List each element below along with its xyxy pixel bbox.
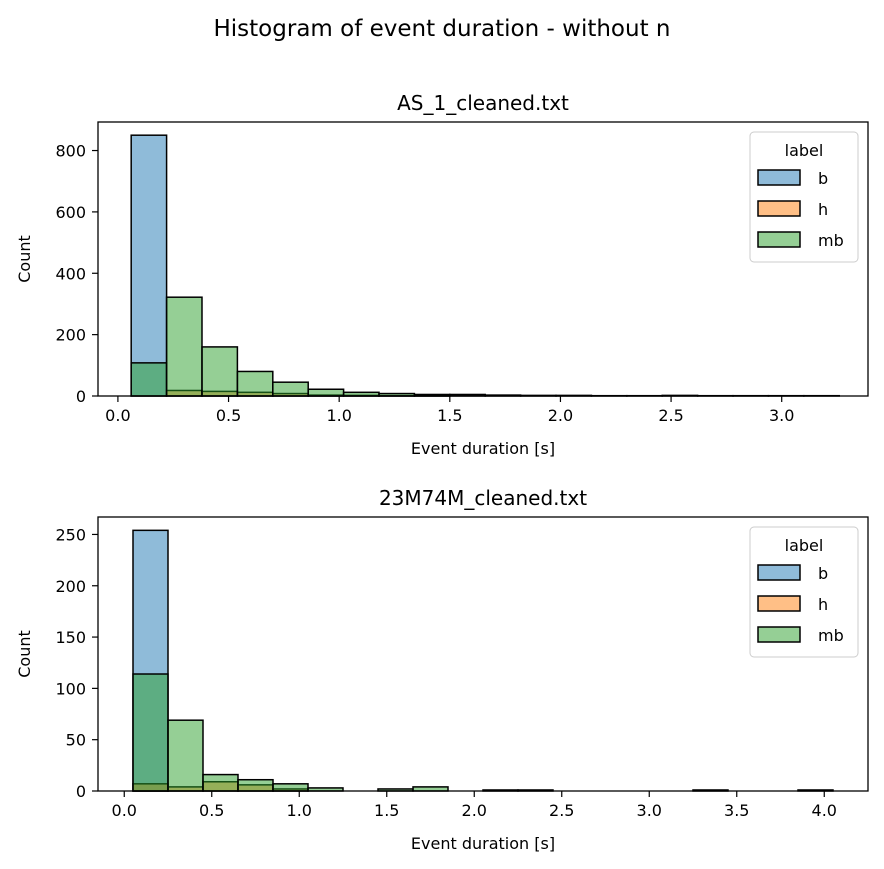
bar-as1-mb-0 <box>130 362 168 397</box>
legend-label-as1-h: h <box>818 200 828 219</box>
bar-23m74m-mb-3 <box>237 778 274 792</box>
xtick-label-23m74m-6: 3.0 <box>637 801 662 820</box>
bar-23m74m-mb-1 <box>167 719 204 792</box>
xtick-label-23m74m-4: 2.0 <box>462 801 487 820</box>
xtick-label-23m74m-1: 0.5 <box>199 801 224 820</box>
xtick-label-as1-3: 1.5 <box>437 406 462 425</box>
figure-suptitle: Histogram of event duration - without n <box>214 16 671 42</box>
bar-23m74m-mb-4 <box>272 783 309 792</box>
subplot-23m74m: 0.0 0.5 1.0 1.5 2.0 2.5 3.0 3.5 4.0 0 50 100 150 200 2… <box>15 486 869 853</box>
xtick-label-as1-6: 3.0 <box>769 406 794 425</box>
xtick-label-as1-5: 2.5 <box>658 406 683 425</box>
ytick-label-as1-0: 0 <box>76 387 86 406</box>
ytick-label-as1-4: 800 <box>55 142 86 161</box>
xtick-label-as1-4: 2.0 <box>548 406 573 425</box>
xtick-label-23m74m-2: 1.0 <box>287 801 312 820</box>
legend-23m74m: label bh mb <box>749 526 859 658</box>
ytick-label-as1-3: 600 <box>55 203 86 222</box>
ytick-label-23m74m-4: 200 <box>55 577 86 596</box>
bar-as1-mb-2 <box>201 346 239 397</box>
legend-swatch-as1-mb <box>757 231 801 248</box>
axes-title-as1: AS_1_cleaned.txt <box>397 91 569 115</box>
bar-23m74m-mb-2 <box>202 773 239 792</box>
ylabel-23m74m: Count <box>15 630 34 678</box>
legend-label-23m74m-h: h <box>818 595 828 614</box>
legend-swatch-23m74m-mb <box>757 626 801 643</box>
legend-swatch-as1-b <box>757 169 801 186</box>
axes-title-23m74m: 23M74M_cleaned.txt <box>379 486 587 510</box>
bar-as1-mb-3 <box>236 370 274 397</box>
xlabel-23m74m: Event duration [s] <box>411 834 555 853</box>
xtick-label-23m74m-5: 2.5 <box>549 801 574 820</box>
ytick-label-as1-1: 200 <box>55 326 86 345</box>
ytick-label-23m74m-3: 150 <box>55 628 86 647</box>
legend-swatch-23m74m-b <box>757 564 801 581</box>
xtick-label-as1-1: 0.5 <box>216 406 241 425</box>
xtick-label-23m74m-7: 3.5 <box>724 801 749 820</box>
legend-box-23m74m <box>749 526 859 658</box>
legend-box-as1 <box>749 131 859 263</box>
axes-frame-23m74m <box>97 516 869 792</box>
xlabel-as1: Event duration [s] <box>411 439 555 458</box>
legend-title-as1: label <box>785 141 824 160</box>
bar-as1-mb-4 <box>272 381 309 397</box>
ytick-label-23m74m-1: 50 <box>66 731 86 750</box>
xtick-label-23m74m-8: 4.0 <box>812 801 837 820</box>
legend-title-23m74m: label <box>785 536 824 555</box>
legend-swatch-23m74m-h <box>757 595 801 612</box>
xtick-label-as1-0: 0.0 <box>105 406 130 425</box>
legend-label-23m74m-b: b <box>818 564 828 583</box>
xtick-label-23m74m-3: 1.5 <box>374 801 399 820</box>
ytick-label-23m74m-0: 0 <box>76 782 86 801</box>
ytick-label-as1-2: 400 <box>55 264 86 283</box>
bar-as1-mb-5 <box>307 388 345 397</box>
axes-frame-as1 <box>97 121 869 397</box>
bar-23m74m-mb-0 <box>132 673 169 792</box>
legend-as1: label bh mb <box>749 131 859 263</box>
subplot-as1: 0.0 0.5 1.0 1.5 2.0 2.5 3.0 0 200 400 600 800 Event … <box>15 91 869 458</box>
legend-swatch-as1-h <box>757 200 801 217</box>
ytick-label-23m74m-5: 250 <box>55 525 86 544</box>
legend-label-as1-b: b <box>818 169 828 188</box>
xtick-label-as1-2: 1.0 <box>326 406 351 425</box>
legend-label-as1-mb: mb <box>818 231 844 250</box>
legend-label-23m74m-mb: mb <box>818 626 844 645</box>
bar-as1-b-0 <box>130 134 168 397</box>
bar-as1-mb-1 <box>165 296 203 397</box>
ytick-label-23m74m-2: 100 <box>55 679 86 698</box>
xtick-label-23m74m-0: 0.0 <box>112 801 137 820</box>
ylabel-as1: Count <box>15 235 34 283</box>
